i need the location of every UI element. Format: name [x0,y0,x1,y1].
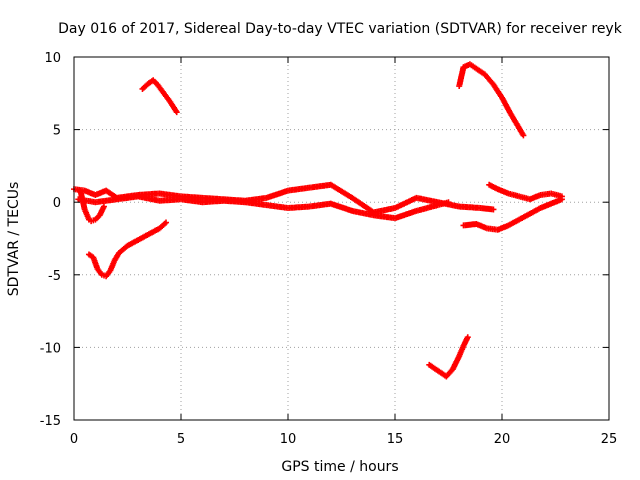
series-trace [95,267,104,277]
series-trace [168,100,179,114]
series-trace [222,197,247,206]
series-trace [393,208,418,221]
y-tick-label: 10 [44,51,61,66]
series-trace [265,202,290,211]
data-point [464,334,471,341]
axis-layer: 0 5 10 15 20 25 -15 -10 -5 0 5 10 [40,51,618,447]
data-point [173,109,180,116]
series-trace [104,268,113,278]
series-trace [491,83,504,100]
series-trace [415,195,440,205]
series-trace [286,203,311,211]
series-trace [179,196,204,205]
series-trace [350,208,375,218]
data-point [163,219,170,226]
series-trace [265,188,290,201]
series-trace [372,212,397,221]
y-axis-label: SDTVAR / TECUs [6,182,22,297]
series-baseline-b [75,193,452,222]
series-trace [415,202,440,214]
series-trace [308,182,333,191]
series-trace [136,232,151,243]
series-trace [457,203,482,211]
chart-title: Day 016 of 2017, Sidereal Day-to-day VTE… [58,21,623,37]
series-trace [87,252,95,260]
data-point [100,203,107,210]
series-trace [112,251,122,262]
series-trace [115,193,140,203]
x-tick-label: 0 [70,432,78,447]
series-trace [136,193,161,204]
series-trace [158,190,183,200]
series-trace [94,196,119,205]
x-axis-label: GPS time / hours [281,459,398,475]
data-layer [71,61,565,380]
data-point [520,132,527,139]
series-trace [372,205,397,215]
series-trace [350,195,376,215]
grid-layer [74,57,609,420]
series-trace [140,81,151,91]
series-arc-late-neg [460,196,565,233]
y-tick-label: -10 [40,341,61,356]
series-trace [147,78,155,86]
data-point [445,199,452,206]
series-arc-late-mid [486,181,565,203]
y-tick-label: -15 [40,414,61,429]
plot-frame [73,56,610,421]
series-arc-early-high [139,77,180,116]
x-tick-label: 15 [387,432,404,447]
series-trace [201,197,226,206]
y-tick-label: 0 [53,196,61,211]
series-trace [126,237,140,248]
series-trace [286,184,311,194]
y-tick-label: 5 [53,124,61,139]
series-trace [117,243,130,255]
y-tick-label: -5 [48,269,61,284]
series-trace [474,66,487,77]
series-trace [155,83,166,95]
series-trace [499,96,513,116]
series-trace [427,362,440,373]
data-point [558,196,565,203]
series-trace [468,62,478,71]
series-trace [157,220,168,231]
x-tick-label: 20 [494,432,511,447]
series-trace [151,78,159,87]
series-trace [506,217,521,228]
series-arc-low [85,219,170,280]
series-trace [161,91,173,104]
series-arc-late-low [426,334,471,380]
x-tick-label: 5 [177,432,185,447]
series-trace [93,213,102,222]
series-trace [456,65,467,88]
series-trace [308,200,333,210]
series-trace [482,72,496,87]
series-trace [329,201,354,214]
series-trace [158,196,183,204]
series-trace [517,126,526,137]
series-trace [393,195,418,211]
data-point [490,206,497,213]
series-trace [444,367,455,379]
series-trace [508,112,522,130]
series-arc-late-high [456,61,527,139]
series-trace [329,182,354,200]
series-trace [147,226,162,237]
series-trace [462,62,472,70]
series-trace [243,199,268,208]
x-tick-label: 10 [280,432,297,447]
x-tick-label: 25 [601,432,618,447]
